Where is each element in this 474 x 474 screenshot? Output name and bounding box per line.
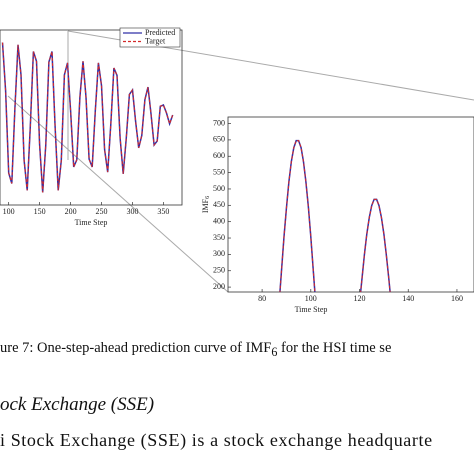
x-tick-label: 100 (305, 294, 317, 303)
x-axis-label: Time Step (75, 218, 108, 227)
x-tick-label: 100 (3, 207, 15, 216)
axes-box (227, 116, 474, 293)
y-tick-label: 650 (213, 135, 225, 144)
x-tick-label: 350 (157, 207, 169, 216)
body-text: i Stock Exchange (SSE) is a stock exchan… (0, 430, 433, 450)
y-axis-label-text: IMF (201, 198, 210, 213)
y-tick-label: 600 (213, 151, 225, 160)
caption-text: ure 7: One-step-ahead prediction curve o… (0, 340, 272, 356)
x-tick-label: 300 (126, 207, 138, 216)
y-tick-label: 250 (213, 266, 225, 275)
figure: 100 150 200 250 300 350 Time Step PredictedTarg… (0, 27, 474, 314)
x-axis-label: Time Step (295, 305, 328, 314)
y-tick-label: 700 (213, 118, 225, 127)
y-tick-label: 400 (213, 217, 225, 226)
y-axis-label-subscript: 6 (205, 196, 211, 199)
series-line (1, 42, 174, 193)
section-heading: ock Exchange (SSE) (0, 394, 155, 415)
x-tick-label: 200 (65, 207, 77, 216)
caption-text: for the HSI time se (277, 340, 392, 356)
series-line (279, 139, 391, 292)
y-tick-label: 350 (213, 233, 225, 242)
y-tick-label: 300 (213, 249, 225, 258)
x-tick-label: 140 (402, 294, 414, 303)
series-line (279, 140, 391, 292)
axes-box (0, 29, 183, 206)
y-tick-label: 450 (213, 200, 225, 209)
plot-area (279, 139, 391, 292)
caption-subscript: 6 (271, 344, 278, 359)
y-tick-label: 550 (213, 167, 225, 176)
zoom-line (7, 95, 229, 293)
x-tick-label: 150 (34, 207, 46, 216)
y-tick-label: 500 (213, 184, 225, 193)
x-tick-label: 80 (258, 294, 266, 303)
x-tick-label: 250 (96, 207, 108, 216)
x-tick-label: 120 (354, 294, 366, 303)
x-tick-label: 160 (451, 294, 463, 303)
caption: ure 7: One-step-ahead prediction curve o… (0, 340, 391, 360)
y-axis-label: IMF6 (201, 196, 212, 213)
legend-label: Predicted (145, 28, 175, 37)
y-tick-label: 200 (213, 282, 225, 291)
legend-label: Target (145, 36, 166, 45)
plot-area (1, 42, 174, 193)
